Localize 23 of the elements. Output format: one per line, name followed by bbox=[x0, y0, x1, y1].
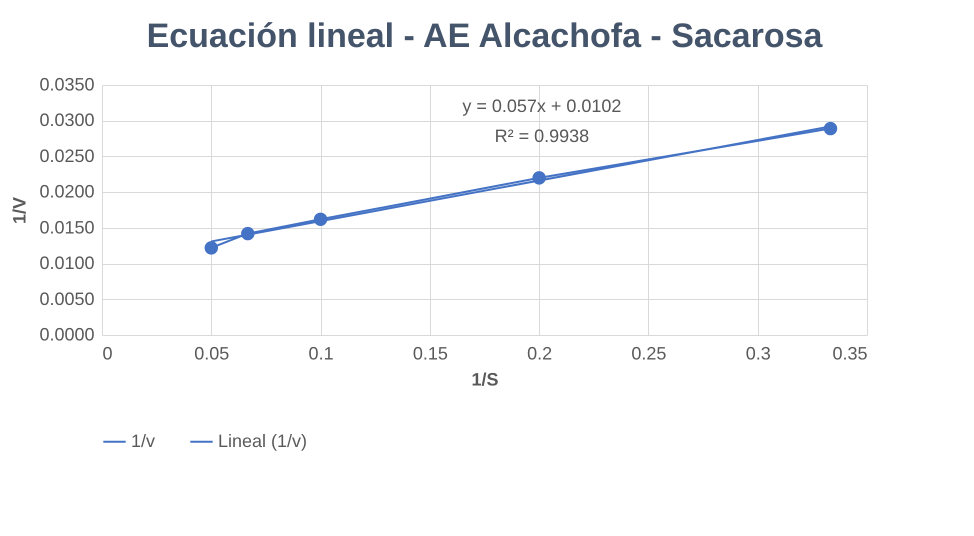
legend-label: 1/v bbox=[131, 430, 156, 451]
y-tick-label: 0.0200 bbox=[39, 182, 94, 202]
x-tick-label: 0 bbox=[102, 344, 113, 364]
x-axis-title: 1/S bbox=[471, 370, 499, 390]
x-tick-label: 0.35 bbox=[832, 344, 868, 364]
annotation: y = 0.057x + 0.0102 bbox=[462, 96, 622, 116]
x-tick-label: 0.25 bbox=[631, 344, 666, 364]
y-tick-label: 0.0350 bbox=[39, 74, 94, 94]
y-axis-title: 1/V bbox=[9, 196, 30, 224]
y-tick-label: 0.0150 bbox=[39, 217, 94, 238]
x-tick-label: 0.3 bbox=[746, 344, 771, 364]
y-tick-label: 0.0250 bbox=[39, 146, 94, 166]
x-tick-label: 0.15 bbox=[412, 344, 448, 364]
x-tick-label: 0.2 bbox=[527, 344, 552, 364]
x-tick-label: 0.1 bbox=[308, 344, 334, 364]
y-tick-label: 0.0300 bbox=[39, 110, 94, 130]
annotation: R² = 0.9938 bbox=[494, 126, 590, 146]
legend-label: Lineal (1/v) bbox=[218, 430, 308, 451]
y-tick-label: 0.0100 bbox=[39, 253, 94, 274]
chart-title: Ecuación lineal - AE Alcachofa - Sacarosa bbox=[146, 17, 824, 55]
y-tick-label: 0.0000 bbox=[39, 324, 94, 344]
y-tick-label: 0.0050 bbox=[39, 288, 94, 309]
x-tick-label: 0.05 bbox=[194, 344, 230, 364]
